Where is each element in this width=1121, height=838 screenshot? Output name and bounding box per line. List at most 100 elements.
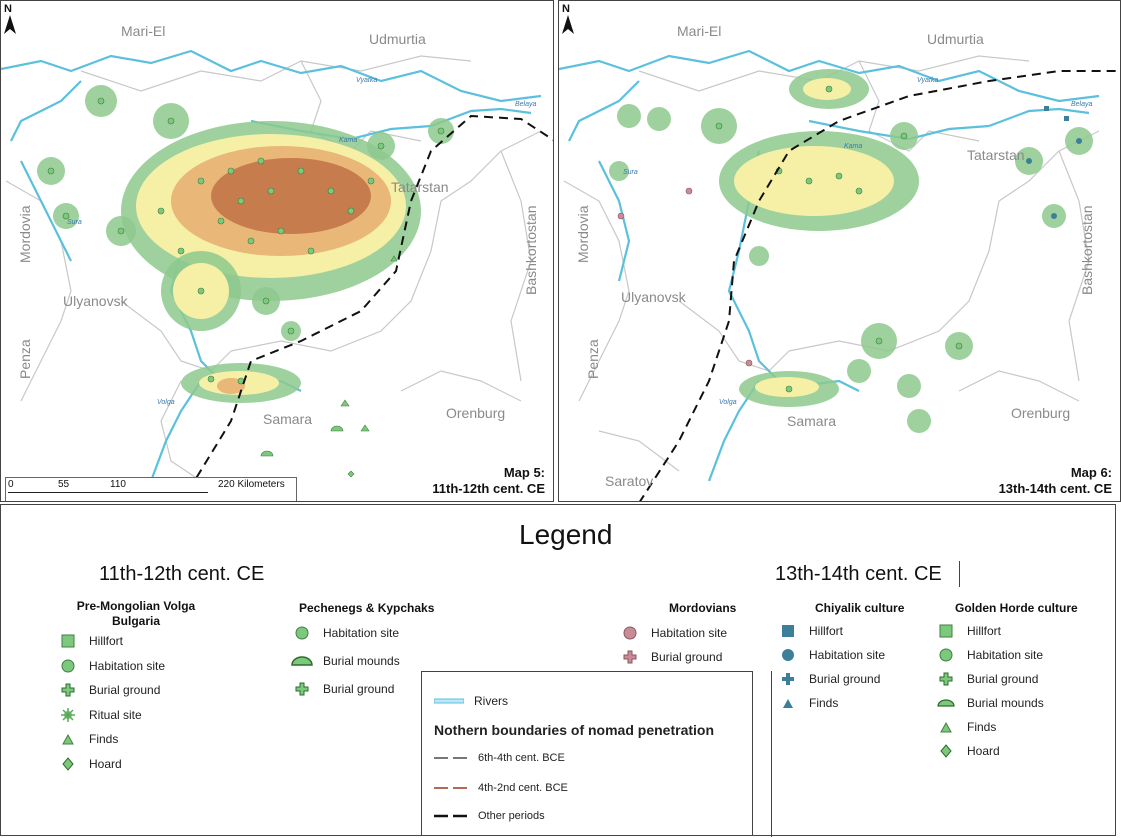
legend-period-left: 11th-12th cent. CE (99, 563, 265, 585)
hillfort-square-teal-icon (782, 625, 794, 637)
region-mari-el: Mari-El (677, 23, 722, 39)
legend-item-label: Hillfort (967, 624, 1002, 638)
legend-item-label: Burial ground (323, 682, 395, 696)
map5-title-line2: 11th-12th cent. CE (432, 481, 545, 496)
legend-item-label: Habitation site (89, 658, 166, 673)
legend-panel: Legend 11th-12th cent. CE 13th-14th cent… (0, 504, 1116, 837)
region-tatarstan: Tatarstan (391, 179, 449, 195)
river-label-belaya: Belaya (1071, 101, 1093, 108)
map-panel-6: N Mari-El Udmurtia Tatarstan Mordovia Ul… (558, 0, 1121, 502)
scale-bar-line (8, 492, 208, 499)
nomad-finds-map5 (260, 255, 398, 478)
river-label-belaya: Belaya (515, 101, 537, 108)
north-arrow-icon (562, 15, 574, 34)
boundary-dash-brown-icon (434, 787, 470, 789)
legend-rivers-row: Rivers (434, 694, 508, 708)
legend-item-label: Ritual site (89, 707, 142, 722)
legend-item-label: Finds (967, 720, 997, 734)
habitation-circle-pink-icon (623, 626, 637, 640)
region-orenburg: Orenburg (1011, 405, 1071, 421)
north-label: N (4, 3, 12, 15)
region-bashkortostan: Bashkortostan (1079, 205, 1095, 296)
legend-item-label: Burial ground (651, 650, 723, 664)
region-mordovia: Mordovia (17, 205, 33, 263)
hoard-diamond-green-icon (62, 756, 74, 771)
region-mari-el: Mari-El (121, 23, 166, 39)
nomad-boundary-other-map5 (181, 114, 553, 501)
legend-boundary-row-2: 4th-2nd cent. BCE (434, 782, 568, 794)
legend-group-chiyalik: Hillfort Habitation site Burial ground F… (777, 623, 885, 711)
river-label-sura: Sura (623, 169, 638, 176)
river-label-kama: Kama (844, 143, 863, 150)
region-penza: Penza (17, 339, 33, 379)
region-tatarstan: Tatarstan (967, 147, 1025, 163)
legend-item-label: Habitation site (651, 626, 728, 640)
north-arrow-icon (4, 15, 16, 34)
map6-canvas (559, 49, 1120, 501)
legend-item-label: Hillfort (89, 634, 124, 648)
map6-title: Map 6: 13th-14th cent. CE (999, 465, 1112, 497)
legend-title: Legend (519, 519, 613, 550)
finds-triangle-teal-icon (783, 699, 793, 708)
region-orenburg: Orenburg (446, 405, 506, 421)
chiyalik-sites-map6 (1026, 106, 1082, 219)
legend-group-pechenegs: Habitation site Burial mounds Burial gro… (291, 625, 400, 697)
map-panel-5: N Mari-El Udmurtia Tatarstan Mordovia Ul… (0, 0, 554, 502)
legend-group-pechenegs-title: Pechenegs & Kypchaks (299, 601, 435, 615)
river-label-vyatka: Vyatka (356, 77, 378, 84)
map6-title-line2: 13th-14th cent. CE (998, 481, 1112, 496)
map6-title-line1: Map 6: (1070, 465, 1112, 480)
legend-item-label: Habitation site (809, 648, 886, 662)
region-ulyanovsk: Ulyanovsk (621, 289, 686, 305)
region-penza: Penza (585, 339, 601, 379)
map5-canvas (1, 49, 553, 501)
legend-boundary-row-3: Other periods (434, 810, 545, 822)
river-label-volga: Volga (719, 399, 737, 406)
river-label-vyatka: Vyatka (917, 77, 939, 84)
legend-group-chiyalik-title: Chiyalik culture (815, 601, 905, 615)
river-label-volga: Volga (157, 399, 175, 406)
river-label-kama: Kama (339, 137, 358, 144)
legend-group-bulgaria: Hillfort Habitation site Burial ground R… (57, 633, 165, 772)
legend-boundaries-title: Nothern boundaries of nomad penetration (434, 722, 715, 738)
hoard-diamond-green-icon (940, 744, 952, 758)
legend-item-label: Burial mounds (323, 654, 400, 668)
region-saratov: Saratov (605, 473, 654, 489)
map5-title: Map 5: 11th-12th cent. CE (432, 465, 545, 497)
legend-group-golden-horde: Hillfort Habitation site Burial ground B… (935, 623, 1044, 759)
region-samara: Samara (263, 411, 313, 427)
mordovian-sites-map6 (617, 187, 753, 367)
finds-triangle-green-icon (62, 733, 74, 745)
legend-cursor-line (959, 561, 960, 587)
sites-map5 (47, 97, 445, 385)
legend-group-mordovians-title: Mordovians (669, 601, 737, 615)
legend-item-label: Hoard (89, 756, 122, 771)
region-ulyanovsk: Ulyanovsk (63, 293, 128, 309)
legend-group-golden-horde-title: Golden Horde culture (955, 601, 1078, 615)
legend-period-right: 13th-14th cent. CE (775, 563, 942, 585)
finds-triangle-green-icon (940, 721, 952, 733)
map5-title-line1: Map 5: (503, 465, 545, 480)
region-bashkortostan: Bashkortostan (523, 205, 539, 296)
scale-label-110: 110 (110, 479, 126, 490)
scale-label-220: 220 Kilometers (218, 479, 285, 490)
legend-item-label: Burial ground (967, 672, 1039, 686)
density-surface-map5 (37, 85, 454, 403)
hillfort-square-green-icon (61, 634, 75, 648)
region-mordovia: Mordovia (575, 205, 591, 263)
legend-item-label: Habitation site (967, 648, 1044, 662)
hillfort-square-green-icon (939, 624, 953, 638)
burial-mounds-green-icon (937, 699, 955, 707)
habitation-circle-green-icon (295, 626, 309, 640)
habitation-circle-green-icon (61, 659, 75, 672)
sites-map6 (715, 85, 963, 393)
river-line-icon (434, 698, 464, 704)
legend-item-label: Finds (809, 696, 839, 710)
legend-boundary-label: Other periods (478, 810, 545, 822)
habitation-circle-teal-icon (782, 649, 794, 661)
legend-boundary-label: 6th-4th cent. BCE (478, 752, 565, 764)
burial-cross-pink-icon (623, 650, 637, 664)
rivers-boundaries-box: Rivers Nothern boundaries of nomad penet… (421, 671, 753, 835)
boundary-dash-gray-icon (434, 757, 470, 759)
legend-item-label: Finds (89, 732, 119, 746)
